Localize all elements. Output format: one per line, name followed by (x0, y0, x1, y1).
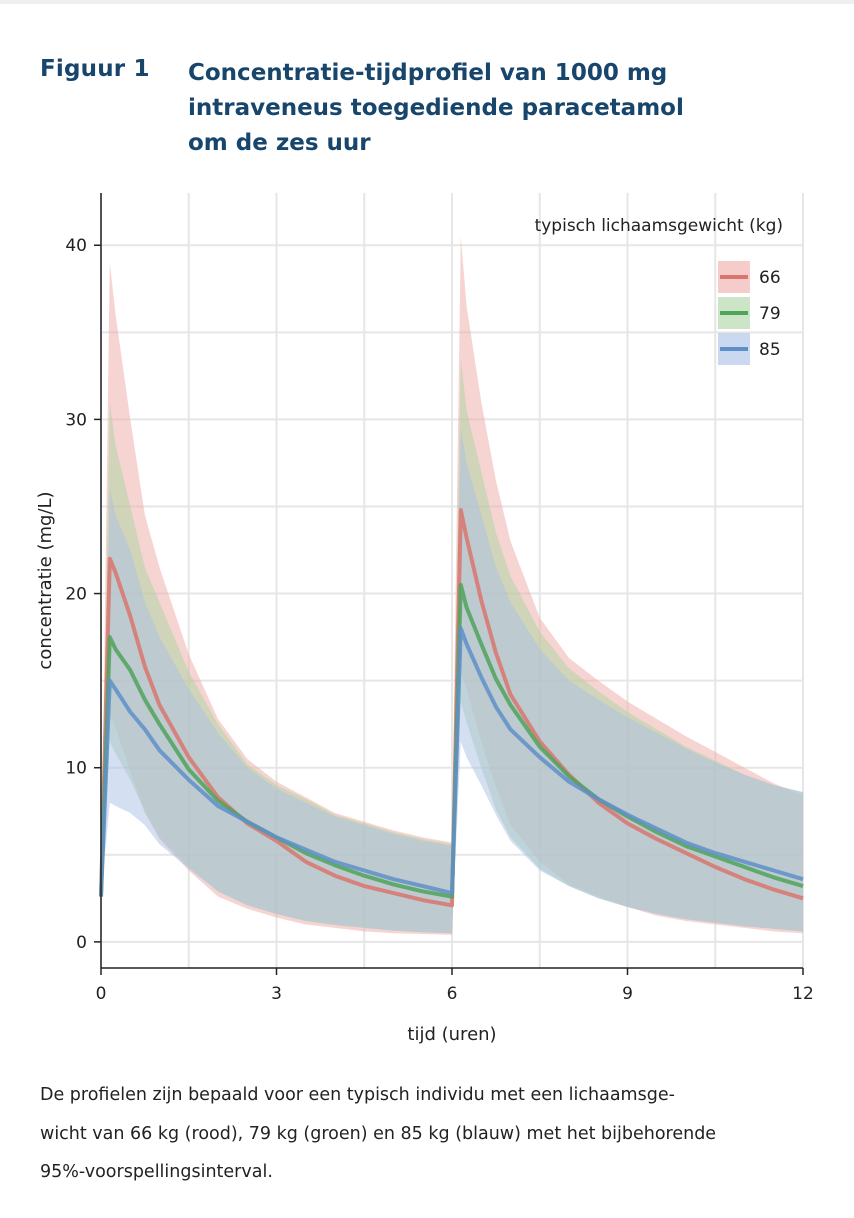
band-85 (101, 428, 803, 934)
figure-title-line-3: om de zes uur (188, 130, 371, 156)
figure-title: Concentratie-tijdprofiel van 1000 mg int… (188, 56, 808, 161)
x-tick-label: 6 (447, 984, 458, 1004)
caption-line-3: 95%-voorspellingsinterval. (40, 1162, 273, 1182)
caption-line-2: wicht van 66 kg (rood), 79 kg (groen) en… (40, 1123, 717, 1144)
y-tick-label: 40 (65, 236, 87, 256)
figure-caption: De profielen zijn bepaald voor een typis… (40, 1076, 820, 1192)
figure-title-line-2: intraveneus toegediende paracetamol (188, 95, 684, 121)
series-line-85 (99, 626, 804, 897)
y-tick-label: 20 (65, 585, 87, 605)
legend-label-79: 79 (759, 304, 781, 324)
y-tick-label: 30 (65, 410, 87, 430)
x-tick-label: 3 (271, 984, 282, 1004)
x-axis-title: tijd (uren) (407, 1024, 496, 1045)
series-line-66 (99, 508, 804, 908)
legend-label-66: 66 (759, 268, 781, 288)
y-axis-title: concentratie (mg/L) (35, 491, 56, 669)
x-tick-label: 9 (622, 984, 633, 1004)
caption-line-1: De profielen zijn bepaald voor een typis… (40, 1085, 675, 1105)
series-line-79 (99, 582, 804, 899)
top-strip (0, 0, 854, 4)
concentration-chart: 0 3 6 9 12 0 10 20 30 40 tijd (uren) concentratie (… (35, 193, 814, 1045)
figure-label: Figuur 1 (40, 56, 150, 82)
legend-title: typisch lichaamsgewicht (kg) (535, 216, 783, 236)
x-tick-label: 12 (792, 984, 814, 1004)
legend-label-85: 85 (759, 340, 781, 360)
y-tick-label: 0 (76, 933, 87, 953)
x-tick-label: 0 (96, 984, 107, 1004)
y-tick-label: 10 (65, 759, 87, 779)
figure-title-line-1: Concentratie-tijdprofiel van 1000 mg (188, 60, 668, 86)
